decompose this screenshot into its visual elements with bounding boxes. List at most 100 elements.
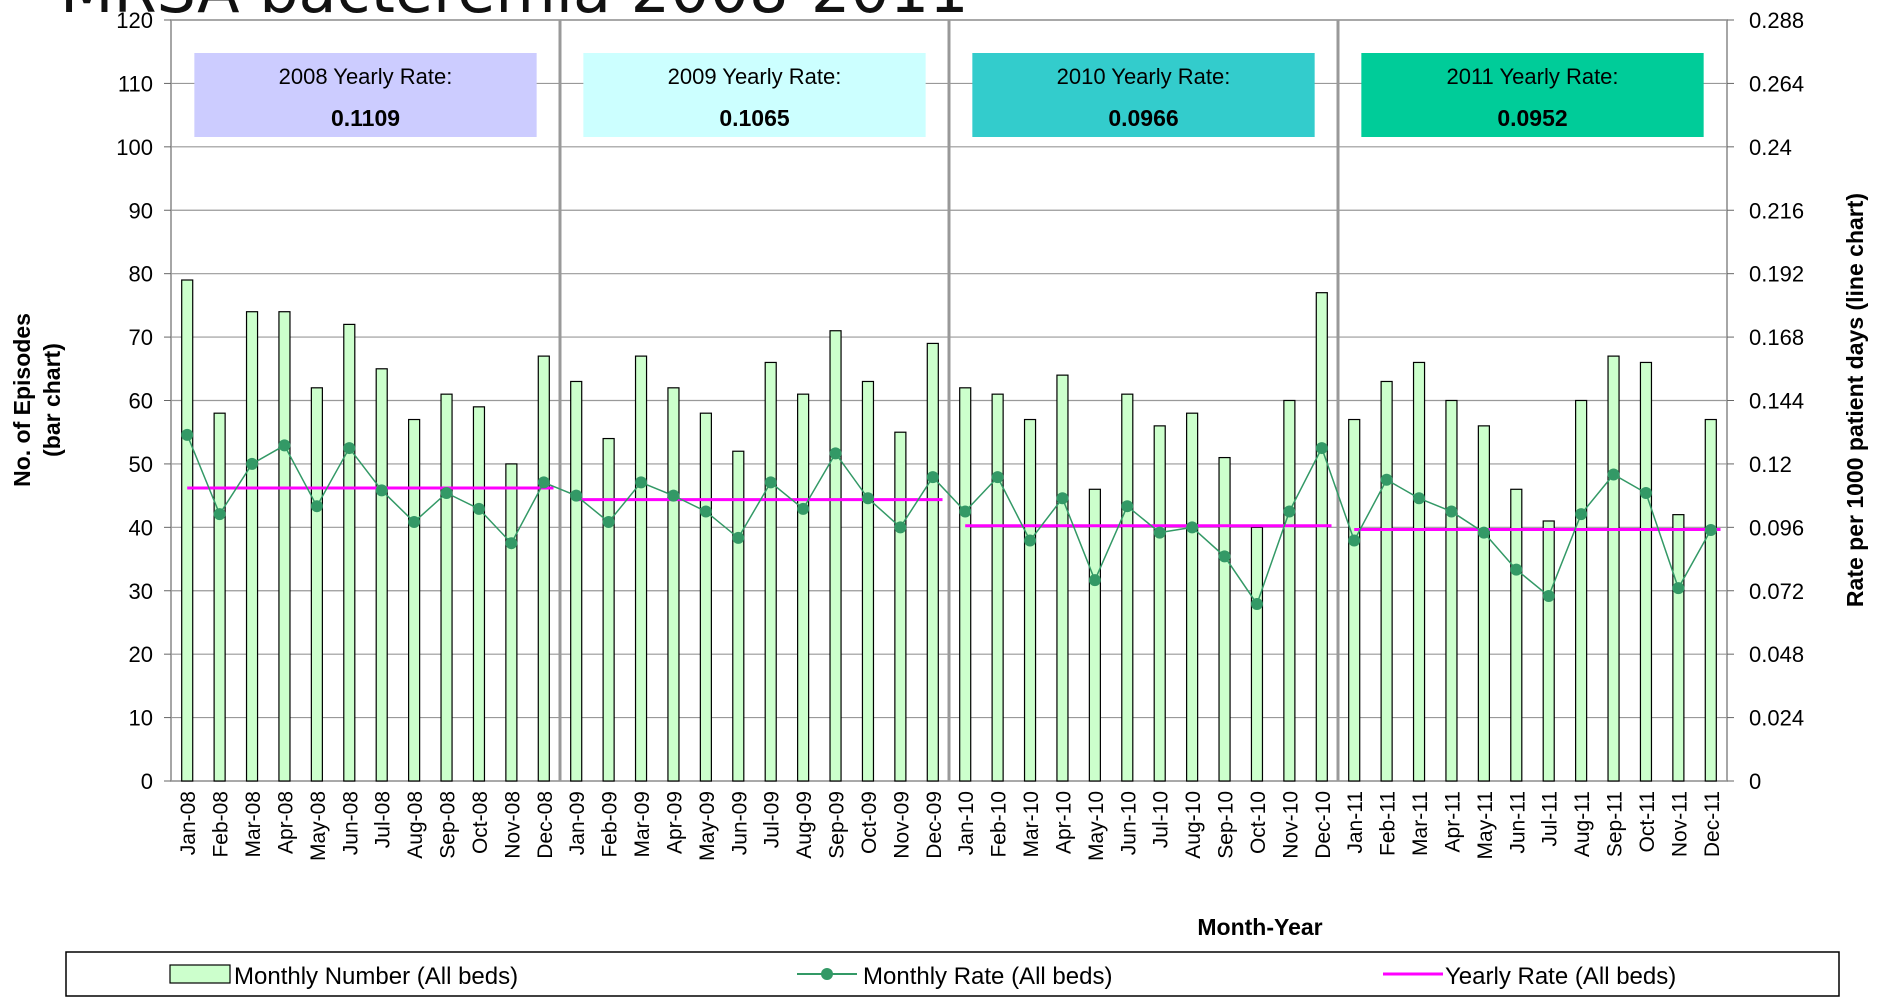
- x-tick-label: Feb-08: [210, 791, 233, 858]
- rate-box-value: 0.1109: [331, 105, 400, 131]
- y-tick-label: 30: [129, 579, 153, 604]
- x-tick-label: Sep-10: [1215, 791, 1238, 859]
- rate-box-value: 0.0966: [1108, 105, 1178, 131]
- rate-marker: [181, 428, 194, 441]
- y2-tick-label: 0.12: [1749, 452, 1792, 477]
- bar: [1348, 418, 1361, 782]
- bar: [764, 361, 777, 782]
- x-tick-label: Jun-09: [728, 791, 751, 855]
- legend-label: Monthly Number (All beds): [234, 963, 518, 990]
- x-tick-label: May-08: [307, 791, 330, 861]
- y-tick-label: 110: [118, 71, 153, 96]
- rate-marker: [1121, 500, 1134, 513]
- rate-marker: [570, 489, 583, 502]
- x-tick-label: Dec-08: [534, 791, 557, 859]
- bar: [894, 431, 907, 782]
- rate-marker: [1607, 468, 1620, 481]
- y-tick-label: 0: [141, 769, 153, 794]
- rate-marker: [1218, 550, 1231, 563]
- rate-marker: [1413, 492, 1426, 505]
- rate-marker: [408, 516, 421, 529]
- rate-marker: [343, 442, 356, 455]
- bar: [1542, 520, 1555, 782]
- x-tick-label: Aug-09: [793, 791, 816, 859]
- bar: [278, 311, 291, 782]
- bar: [1704, 418, 1717, 782]
- x-tick-label: Feb-10: [988, 791, 1011, 858]
- x-tick-label: Jun-11: [1506, 791, 1529, 854]
- rate-marker: [991, 471, 1004, 484]
- y2-tick-label: 0.144: [1749, 389, 1804, 414]
- bar: [537, 355, 550, 782]
- x-tick-label: Jan-10: [955, 791, 978, 855]
- y-axis-title: No. of Episodes: [9, 313, 35, 487]
- bar: [699, 412, 712, 782]
- y-tick-label: 80: [129, 262, 153, 287]
- x-tick-label: Apr-09: [663, 791, 686, 854]
- x-tick-label: Feb-09: [599, 791, 622, 858]
- bar: [1250, 526, 1264, 782]
- rate-marker: [829, 447, 842, 460]
- x-tick-label: Mar-08: [242, 791, 265, 858]
- y-tick-label: 100: [116, 135, 153, 160]
- y-tick-label: 40: [129, 515, 153, 540]
- x-tick-label: Jul-11: [1539, 791, 1562, 847]
- y2-tick-label: 0.072: [1749, 579, 1804, 604]
- x-tick-label: Sep-08: [437, 791, 460, 859]
- rate-marker: [1445, 505, 1458, 518]
- rate-marker: [732, 531, 745, 544]
- y-tick-label: 20: [129, 642, 153, 667]
- x-tick-label: Oct-11: [1636, 791, 1659, 852]
- bar: [732, 450, 745, 782]
- x-tick-label: Aug-08: [404, 791, 427, 859]
- y2-axis-title: Rate per 1000 patient days (line chart): [1842, 193, 1868, 607]
- y-tick-label: 90: [129, 198, 153, 223]
- y-axis-title: (bar chart): [39, 343, 65, 457]
- bar: [634, 355, 648, 782]
- rate-marker: [1639, 486, 1652, 499]
- rate-marker: [1250, 597, 1263, 610]
- rate-marker: [1024, 534, 1037, 547]
- x-tick-label: Jul-08: [372, 791, 395, 848]
- rate-box-value: 0.0952: [1497, 105, 1567, 131]
- rate-box-label: 2010 Yearly Rate:: [1057, 64, 1231, 89]
- rate-marker: [440, 486, 453, 499]
- x-tick-label: Aug-11: [1571, 791, 1594, 857]
- rate-line: [186, 434, 1712, 606]
- rate-marker: [213, 508, 226, 521]
- bar: [1056, 374, 1069, 782]
- bar: [472, 406, 486, 782]
- y2-tick-label: 0.168: [1749, 325, 1804, 350]
- rate-marker: [310, 500, 323, 513]
- x-tick-label: Jun-08: [339, 791, 362, 855]
- rate-marker: [861, 492, 874, 505]
- chart-title: MRSA bacteremia 2008-2011: [60, 0, 969, 27]
- rate-marker: [894, 521, 907, 534]
- bar: [408, 418, 421, 782]
- x-tick-label: Jan-11: [1344, 791, 1367, 854]
- bar: [1121, 393, 1134, 782]
- x-tick-label: Feb-11: [1377, 791, 1400, 856]
- legend-marker: [821, 968, 833, 980]
- bar: [667, 387, 680, 782]
- rate-marker: [959, 505, 972, 518]
- x-tick-label: Oct-09: [858, 791, 881, 854]
- rate-marker: [472, 502, 485, 515]
- x-tick-label: Dec-10: [1312, 791, 1335, 859]
- rate-marker: [1186, 521, 1199, 534]
- x-tick-label: Nov-09: [890, 791, 913, 859]
- bar: [181, 279, 194, 782]
- y2-tick-label: 0.024: [1749, 706, 1804, 731]
- rate-marker: [1672, 582, 1685, 595]
- y2-tick-label: 0.192: [1749, 262, 1804, 287]
- y-tick-label: 60: [129, 389, 153, 414]
- x-tick-label: Mar-09: [631, 791, 654, 858]
- rate-box-label: 2011 Yearly Rate:: [1446, 64, 1618, 89]
- x-tick-label: May-09: [696, 791, 719, 861]
- x-tick-label: Oct-08: [469, 791, 492, 854]
- bar: [375, 368, 388, 782]
- rate-marker: [699, 505, 712, 518]
- legend-box: [65, 951, 1840, 997]
- bar: [1575, 399, 1588, 782]
- bar: [1607, 355, 1620, 782]
